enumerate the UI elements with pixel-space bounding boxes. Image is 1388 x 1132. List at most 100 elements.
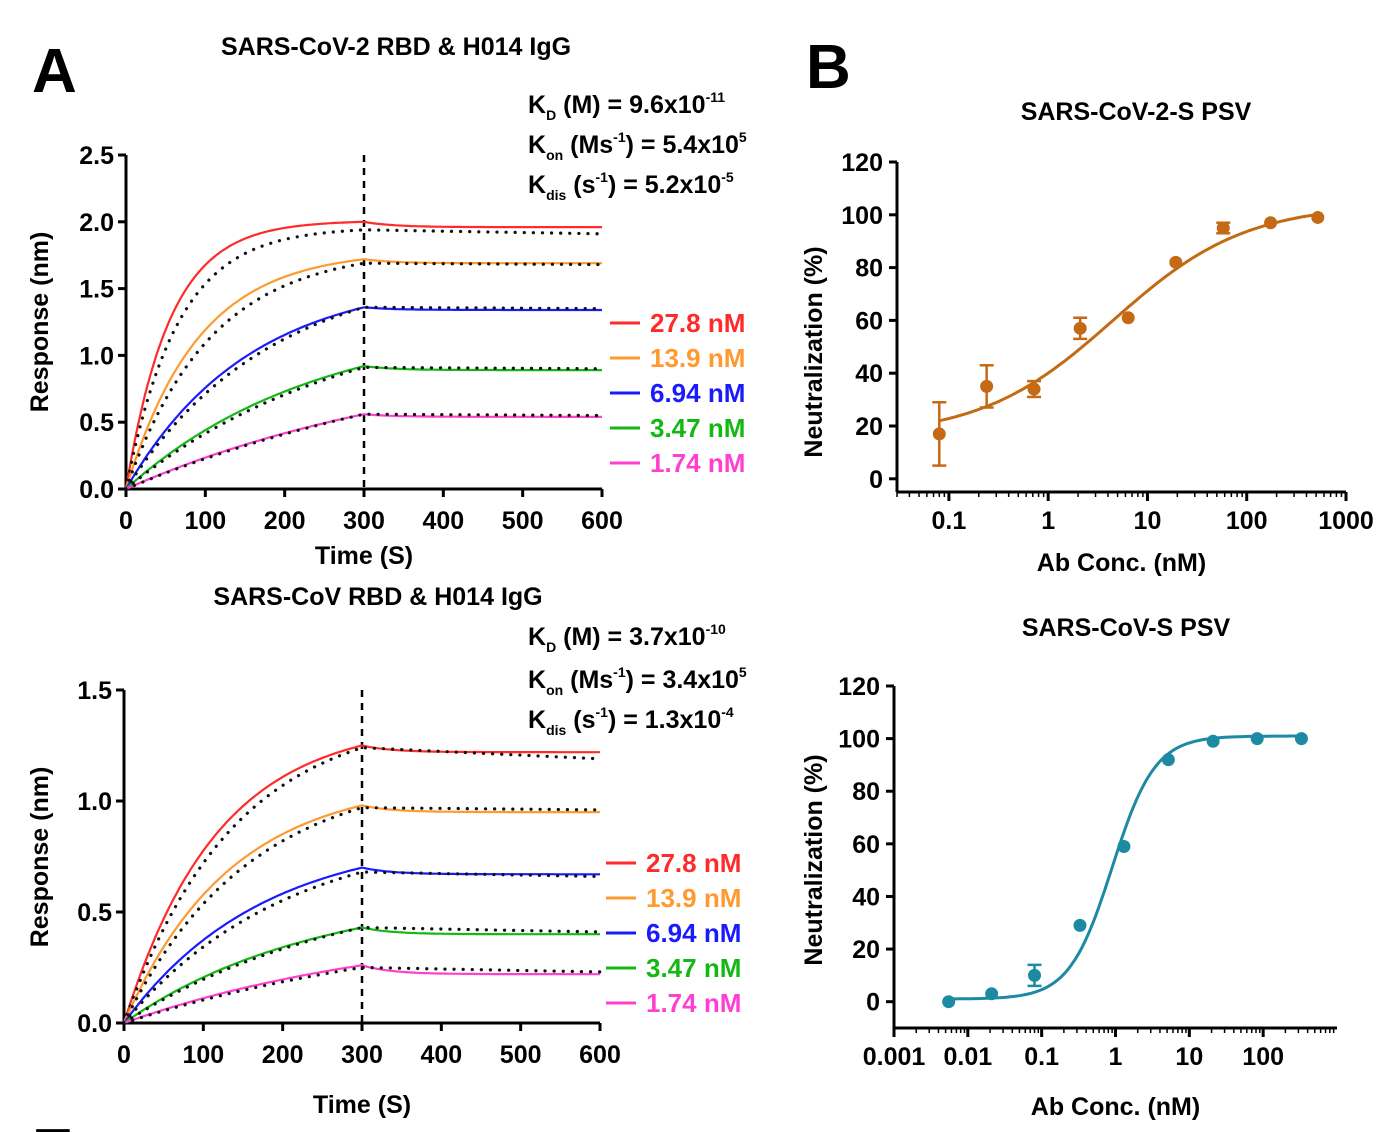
y-tick-label: 100 xyxy=(838,726,880,754)
series-curve-3-47-nM xyxy=(125,364,602,490)
legend-label: 13.9 nM xyxy=(646,883,741,913)
y-tick-label: 20 xyxy=(855,413,883,441)
legend-label: 1.74 nM xyxy=(646,988,741,1018)
panel-label-e: E xyxy=(32,1117,73,1132)
chart-title: SARS-CoV-2 RBD & H014 IgG xyxy=(221,33,571,61)
y-tick-label: 0.0 xyxy=(77,1010,112,1038)
fit-dotted-curve xyxy=(124,305,604,491)
data-point xyxy=(985,987,999,1001)
data-point xyxy=(1161,753,1175,767)
kin-symbol: K xyxy=(528,666,546,694)
data-point xyxy=(1073,321,1087,335)
y-tick-label: 20 xyxy=(852,936,880,964)
chart-title: SARS-CoV RBD & H014 IgG xyxy=(213,583,542,611)
y-tick-label: 1.5 xyxy=(77,677,112,705)
kin-symbol: K xyxy=(528,171,546,199)
kin-value-exponent: 5 xyxy=(739,129,747,145)
fit-dotted-curve xyxy=(122,870,602,1025)
dose-response-fit-curve xyxy=(948,734,1302,1001)
data-point xyxy=(1028,968,1042,982)
legend-label: 6.94 nM xyxy=(646,918,741,948)
kin-unit-exponent: -1 xyxy=(595,169,608,185)
x-tick-label: 0.1 xyxy=(932,507,967,535)
kin-subscript: D xyxy=(546,639,556,655)
x-tick-label: 200 xyxy=(262,1041,304,1069)
legend-label: 3.47 nM xyxy=(650,413,745,443)
x-tick-label: 400 xyxy=(422,507,464,535)
kin-label: (Ms xyxy=(563,131,613,159)
kin-label: (M) = 9.6x10 xyxy=(556,91,705,119)
y-axis-label: Response (nm) xyxy=(26,232,54,413)
fit-dotted-curve xyxy=(124,228,604,491)
binding-chart-sars-cov: SARS-CoV RBD & H014 IgG 0 100 200 300 400 500 6… xyxy=(26,583,747,1119)
y-tick-label: 1.0 xyxy=(79,342,114,370)
y-tick-label: 1.0 xyxy=(77,788,112,816)
x-axis-label: Time (S) xyxy=(313,1091,411,1119)
x-tick-label: 0 xyxy=(117,1041,131,1069)
data-point xyxy=(1250,732,1264,746)
fit-dotted-curve xyxy=(122,925,602,1025)
data-point xyxy=(1311,210,1325,224)
neutralization-chart-sars-cov-2: SARS-CoV-2-S PSV 0 20 40 60 80 100 120 0.1 1 10 100… xyxy=(800,98,1374,577)
kin-unit-exponent: -1 xyxy=(595,704,608,720)
x-tick-label: 400 xyxy=(420,1041,462,1069)
kin-subscript: dis xyxy=(546,722,566,738)
kin-label: (M) = 3.7x10 xyxy=(556,623,705,651)
kin-unit-exponent: -1 xyxy=(613,129,626,145)
y-tick-label: 120 xyxy=(838,673,880,701)
data-point xyxy=(1169,255,1183,269)
y-tick-label: 2.0 xyxy=(79,209,114,237)
data-point xyxy=(980,379,994,393)
x-tick-label: 100 xyxy=(184,507,226,535)
data-point xyxy=(1073,918,1087,932)
x-tick-label: 500 xyxy=(502,507,544,535)
y-axis-label: Neutralization (%) xyxy=(800,754,828,965)
fit-dotted-curve xyxy=(124,412,604,491)
y-tick-label: 0 xyxy=(866,989,880,1017)
y-tick-label: 100 xyxy=(841,202,883,230)
kin-value-exponent: -5 xyxy=(721,169,734,185)
legend-label: 13.9 nM xyxy=(650,343,745,373)
x-tick-label: 600 xyxy=(581,507,623,535)
x-tick-label: 600 xyxy=(579,1041,621,1069)
dose-response-fit-curve xyxy=(938,212,1318,423)
kin-label: (Ms xyxy=(563,666,613,694)
x-axis-label: Time (S) xyxy=(315,542,413,570)
x-tick-label: 200 xyxy=(264,507,306,535)
data-point xyxy=(1206,734,1220,748)
x-tick-label: 0.1 xyxy=(1024,1043,1059,1071)
y-tick-label: 0.0 xyxy=(79,476,114,504)
data-point xyxy=(1294,732,1308,746)
fit-dotted-curve xyxy=(124,365,604,491)
x-tick-label: 100 xyxy=(1226,507,1268,535)
y-tick-label: 0.5 xyxy=(77,899,112,927)
data-point xyxy=(1117,839,1131,853)
kin-symbol: K xyxy=(528,131,546,159)
legend-label: 1.74 nM xyxy=(650,448,745,478)
x-tick-label: 0.001 xyxy=(863,1043,926,1071)
kin-subscript: on xyxy=(546,682,563,698)
x-tick-label: 100 xyxy=(182,1041,224,1069)
chart-title: SARS-CoV-2-S PSV xyxy=(1021,98,1252,126)
legend-label: 27.8 nM xyxy=(646,848,741,878)
data-point xyxy=(1264,216,1278,230)
x-tick-label: 10 xyxy=(1175,1043,1203,1071)
data-point xyxy=(1121,311,1135,325)
kin-symbol: K xyxy=(528,706,546,734)
y-tick-label: 40 xyxy=(852,883,880,911)
y-tick-label: 60 xyxy=(852,831,880,859)
kin-unit-exponent: -1 xyxy=(613,664,626,680)
kin-label: (s xyxy=(566,706,595,734)
legend-label: 6.94 nM xyxy=(650,378,745,408)
x-tick-label: 300 xyxy=(343,507,385,535)
kin-value-exponent: 5 xyxy=(739,664,747,680)
legend-label: 27.8 nM xyxy=(650,308,745,338)
kin-label-end: ) = 1.3x10 xyxy=(608,706,721,734)
kon-annotation: Kon (Ms-1) = 5.4x105 xyxy=(528,129,747,163)
y-tick-label: 80 xyxy=(852,778,880,806)
kin-value-exponent: -11 xyxy=(706,89,726,105)
legend-label: 3.47 nM xyxy=(646,953,741,983)
series-curve-27-8-nM xyxy=(124,220,602,490)
